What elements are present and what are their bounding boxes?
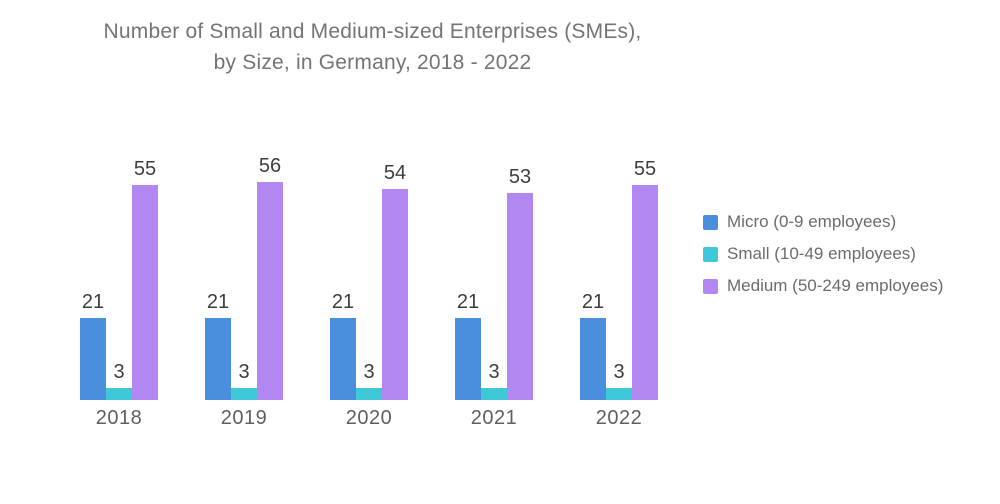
bar-slot-small: 3 <box>481 362 507 400</box>
bar-slot-small: 3 <box>231 362 257 400</box>
bar-medium <box>632 185 658 400</box>
bar-small <box>231 388 257 400</box>
bar-micro <box>330 318 356 400</box>
legend: Micro (0-9 employees) Small (10-49 emplo… <box>703 212 943 296</box>
legend-item-micro: Micro (0-9 employees) <box>703 212 943 232</box>
bar-group: 21 3 55 2018 <box>80 145 158 428</box>
bar-value-label: 3 <box>363 361 375 383</box>
bar-row: 21 3 56 <box>205 145 283 400</box>
bar-slot-small: 3 <box>606 362 632 400</box>
legend-label-micro: Micro (0-9 employees) <box>727 212 897 231</box>
bar-micro <box>80 318 106 400</box>
bar-slot-micro: 21 <box>330 292 356 400</box>
bar-slot-medium: 53 <box>507 167 533 400</box>
bar-value-label: 53 <box>508 166 532 188</box>
bar-value-label: 21 <box>581 291 605 313</box>
legend-label-small: Small (10-49 employees) <box>727 244 916 263</box>
bar-medium <box>382 189 408 400</box>
x-axis-label: 2020 <box>345 407 393 429</box>
bar-small <box>606 388 632 400</box>
bar-value-label: 56 <box>258 155 282 177</box>
bar-value-label: 54 <box>383 162 407 184</box>
bar-slot-micro: 21 <box>80 292 106 400</box>
bar-medium <box>507 193 533 400</box>
bar-micro <box>580 318 606 400</box>
bar-medium <box>132 185 158 400</box>
legend-swatch-medium-icon <box>703 278 718 294</box>
bar-small <box>481 388 507 400</box>
x-axis-label: 2022 <box>595 407 643 429</box>
bar-row: 21 3 54 <box>330 145 408 400</box>
bar-slot-small: 3 <box>356 362 382 400</box>
bar-value-label: 3 <box>488 361 500 383</box>
bar-plot: 21 3 55 2018 21 3 56 2019 21 3 54 2020 21 3 53 2021 21 3 5… <box>80 145 658 428</box>
bar-slot-micro: 21 <box>455 292 481 400</box>
bar-group: 21 3 54 2020 <box>330 145 408 428</box>
bar-row: 21 3 55 <box>80 145 158 400</box>
legend-swatch-micro-icon <box>703 214 718 230</box>
bar-value-label: 21 <box>81 291 105 313</box>
x-axis-label: 2019 <box>220 407 268 429</box>
legend-item-small: Small (10-49 employees) <box>703 244 943 264</box>
bar-small <box>106 388 132 400</box>
x-axis-label: 2018 <box>95 407 143 429</box>
bar-row: 21 3 53 <box>455 145 533 400</box>
legend-label-medium: Medium (50-249 employees) <box>727 276 944 295</box>
bar-slot-medium: 54 <box>382 163 408 400</box>
bar-micro <box>455 318 481 400</box>
bar-micro <box>205 318 231 400</box>
bar-group: 21 3 53 2021 <box>455 145 533 428</box>
x-axis-label: 2021 <box>470 407 518 429</box>
bar-slot-medium: 55 <box>632 159 658 400</box>
legend-swatch-small-icon <box>703 246 718 262</box>
bar-value-label: 3 <box>113 361 125 383</box>
bar-group: 21 3 55 2022 <box>580 145 658 428</box>
bar-slot-small: 3 <box>106 362 132 400</box>
bar-row: 21 3 55 <box>580 145 658 400</box>
bar-slot-medium: 56 <box>257 156 283 400</box>
bar-slot-micro: 21 <box>205 292 231 400</box>
chart-title-line2: by Size, in Germany, 2018 - 2022 <box>213 51 532 74</box>
bar-slot-medium: 55 <box>132 159 158 400</box>
bar-group: 21 3 56 2019 <box>205 145 283 428</box>
bar-value-label: 21 <box>331 291 355 313</box>
bar-value-label: 55 <box>633 158 657 180</box>
chart-title: Number of Small and Medium-sized Enterpr… <box>0 16 745 78</box>
legend-item-medium: Medium (50-249 employees) <box>703 276 943 296</box>
bar-small <box>356 388 382 400</box>
bar-value-label: 21 <box>456 291 480 313</box>
bar-medium <box>257 182 283 400</box>
bar-value-label: 55 <box>133 158 157 180</box>
chart-title-line1: Number of Small and Medium-sized Enterpr… <box>103 20 642 43</box>
bar-value-label: 3 <box>613 361 625 383</box>
bar-slot-micro: 21 <box>580 292 606 400</box>
bar-value-label: 3 <box>238 361 250 383</box>
bar-value-label: 21 <box>206 291 230 313</box>
